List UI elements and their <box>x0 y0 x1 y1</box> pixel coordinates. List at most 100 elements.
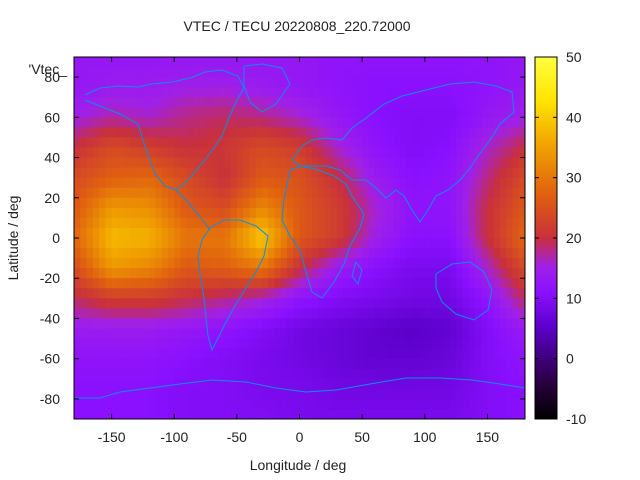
heatmap-cell <box>437 107 445 118</box>
heatmap-cell <box>155 328 163 340</box>
heatmap-cell <box>337 408 344 419</box>
y-tick-label: 20 <box>44 190 60 206</box>
heatmap-cell <box>117 398 125 410</box>
heatmap-cell <box>305 147 313 159</box>
heatmap-cell <box>80 147 88 159</box>
heatmap-cell <box>218 358 225 370</box>
heatmap-cell <box>155 57 163 68</box>
heatmap-cell <box>167 258 175 269</box>
heatmap-cell <box>399 268 407 279</box>
heatmap-cell <box>337 77 344 88</box>
heatmap-cell <box>443 187 451 199</box>
heatmap-cell <box>255 358 263 370</box>
heatmap-cell <box>424 278 432 289</box>
heatmap-cell <box>80 197 88 209</box>
heatmap-cell <box>124 238 131 249</box>
heatmap-cell <box>399 358 407 370</box>
heatmap-cell <box>437 398 445 410</box>
heatmap-cell <box>474 248 482 259</box>
heatmap-cell <box>293 368 301 380</box>
heatmap-cell <box>142 258 150 269</box>
heatmap-cell <box>280 157 288 169</box>
heatmap-cell <box>111 348 119 360</box>
heatmap-cell <box>305 187 313 199</box>
heatmap-cell <box>167 167 175 179</box>
heatmap-cell <box>456 338 463 350</box>
heatmap-cell <box>393 308 401 320</box>
heatmap-cell <box>230 248 238 259</box>
heatmap-cell <box>186 398 194 410</box>
heatmap-cell <box>261 298 269 309</box>
heatmap-cell <box>268 398 276 410</box>
heatmap-cell <box>293 207 301 219</box>
heatmap-cell <box>280 308 288 320</box>
heatmap-cell <box>74 358 81 370</box>
heatmap-cell <box>443 268 451 279</box>
heatmap-cell <box>305 348 313 360</box>
heatmap-cell <box>456 187 463 199</box>
heatmap-cell <box>205 147 213 159</box>
heatmap-cell <box>99 157 106 169</box>
heatmap-cell <box>362 227 369 239</box>
heatmap-cell <box>255 127 263 139</box>
heatmap-cell <box>274 318 282 330</box>
heatmap-cell <box>99 318 106 330</box>
heatmap-cell <box>249 268 257 279</box>
heatmap-cell <box>405 288 413 299</box>
heatmap-cell <box>142 167 150 179</box>
heatmap-cell <box>506 157 514 169</box>
heatmap-cell <box>274 57 282 68</box>
heatmap-cell <box>437 87 445 98</box>
heatmap-cell <box>456 137 463 149</box>
heatmap-cell <box>86 177 94 189</box>
heatmap-cell <box>74 398 81 410</box>
heatmap-cell <box>299 167 307 179</box>
heatmap-cell <box>155 348 163 360</box>
heatmap-cell <box>405 248 413 259</box>
heatmap-cell <box>318 318 326 330</box>
heatmap-cell <box>431 258 438 269</box>
heatmap-cell <box>111 398 119 410</box>
heatmap-cell <box>161 187 169 199</box>
heatmap-cell <box>124 157 131 169</box>
heatmap-cell <box>362 177 369 189</box>
heatmap-cell <box>393 57 401 68</box>
heatmap-cell <box>318 238 326 249</box>
heatmap-cell <box>330 328 338 340</box>
heatmap-cell <box>142 177 150 189</box>
heatmap-cell <box>399 258 407 269</box>
heatmap-cell <box>512 137 520 149</box>
heatmap-cell <box>199 358 207 370</box>
heatmap-cell <box>324 157 332 169</box>
heatmap-cell <box>462 388 470 400</box>
heatmap-cell <box>130 207 138 219</box>
heatmap-cell <box>487 87 495 98</box>
heatmap-cell <box>236 117 244 128</box>
heatmap-cell <box>405 217 413 229</box>
heatmap-cell <box>318 67 326 78</box>
heatmap-cell <box>337 177 344 189</box>
heatmap-cell <box>180 97 188 108</box>
heatmap-cell <box>230 127 238 139</box>
heatmap-cell <box>418 57 426 68</box>
heatmap-cell <box>324 278 332 289</box>
heatmap-cell <box>80 278 88 289</box>
heatmap-cell <box>111 338 119 350</box>
heatmap-cell <box>418 117 426 128</box>
heatmap-cell <box>368 298 376 309</box>
heatmap-cell <box>362 398 369 410</box>
heatmap-cell <box>355 298 363 309</box>
heatmap-cell <box>293 268 301 279</box>
heatmap-cell <box>218 368 225 380</box>
heatmap-cell <box>124 197 131 209</box>
heatmap-cell <box>368 207 376 219</box>
heatmap-cell <box>418 197 426 209</box>
heatmap-cell <box>443 107 451 118</box>
heatmap-cell <box>481 388 489 400</box>
heatmap-cell <box>418 97 426 108</box>
heatmap-cell <box>343 197 351 209</box>
heatmap-cell <box>393 127 401 139</box>
heatmap-cell <box>487 278 495 289</box>
heatmap-cell <box>261 238 269 249</box>
heatmap-cell <box>349 177 357 189</box>
